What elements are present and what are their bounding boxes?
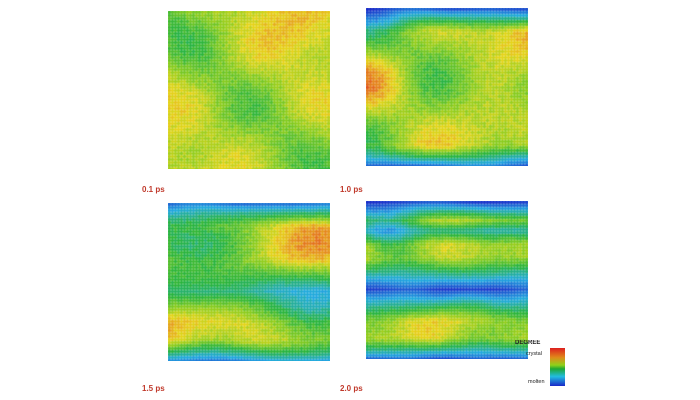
legend-color-bar (550, 348, 565, 386)
time-label-1-5ps: 1.5 ps (142, 384, 165, 393)
time-label-1-0ps: 1.0 ps (340, 185, 363, 194)
time-label-0-1ps: 0.1 ps (142, 185, 165, 194)
legend-molten-label: molten (528, 379, 545, 385)
snapshot-panel-1-5ps (168, 203, 330, 361)
time-label-2-0ps: 2.0 ps (340, 384, 363, 393)
legend-title: DEGREE (515, 340, 541, 346)
snapshot-panel-0-1ps (168, 11, 330, 169)
snapshot-panel-2-0ps (366, 201, 528, 359)
snapshot-panel-1-0ps (366, 8, 528, 166)
legend-crystal-label: crystal (526, 351, 542, 357)
